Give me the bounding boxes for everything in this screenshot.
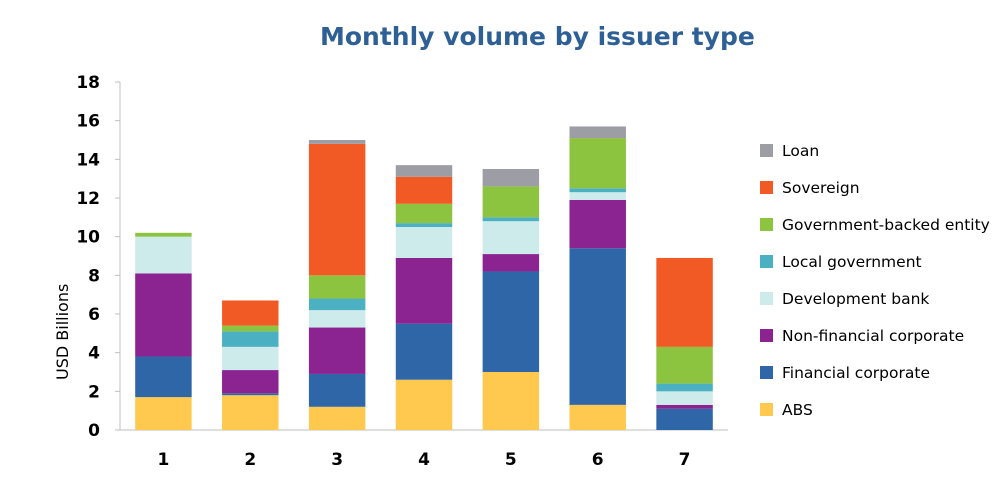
legend-swatch (760, 144, 773, 157)
bar-segment (656, 257, 713, 347)
bar-segment (222, 346, 279, 371)
y-tick-label: 2 (88, 382, 100, 402)
legend-swatch (760, 329, 773, 342)
bar-segment (308, 298, 366, 311)
legend-label: Financial corporate (782, 363, 930, 382)
bar-segment (222, 300, 279, 326)
x-axis-ticks: 1 2 3 4 5 6 7 (158, 450, 691, 470)
bar-segment (395, 176, 453, 204)
bar-segment (308, 310, 366, 328)
bar-segment (222, 325, 279, 332)
legend-item: Non-financial corporate (760, 317, 990, 354)
legend-item: Loan (760, 132, 990, 169)
y-tick-label: 6 (88, 305, 100, 325)
x-tick-label: 5 (505, 450, 517, 470)
bar-segment (569, 199, 626, 249)
y-tick-label: 8 (88, 266, 100, 286)
legend-swatch (760, 292, 773, 305)
bar-segment (308, 373, 366, 407)
legend-label: ABS (782, 400, 813, 419)
bar-segment (395, 203, 453, 224)
bar-segment (395, 257, 453, 324)
bar-segment (482, 372, 540, 430)
bar-segment (656, 383, 713, 392)
bar-segment (308, 406, 366, 430)
bar-segment (135, 236, 192, 274)
legend-label: Sovereign (782, 178, 860, 197)
bar-segment (569, 138, 626, 189)
bar-segment (135, 273, 192, 357)
y-tick-label: 4 (88, 344, 100, 364)
bar-segment (135, 397, 192, 430)
legend-swatch (760, 403, 773, 416)
y-tick-label: 18 (76, 73, 100, 93)
bar-segment (569, 188, 626, 193)
bar-segment (482, 254, 540, 272)
bar-segment (308, 327, 366, 374)
chart-title: Monthly volume by issuer type (320, 22, 755, 51)
legend-item: Financial corporate (760, 354, 990, 391)
bar-segment (656, 408, 713, 430)
bar-segment (222, 395, 279, 430)
bar-segment (569, 404, 626, 430)
bar-segment (395, 165, 453, 177)
x-tick-label: 2 (244, 450, 256, 470)
bar-segment (308, 140, 366, 144)
bar-segment (482, 271, 540, 372)
bar-segment (569, 248, 626, 405)
legend-item: Development bank (760, 280, 990, 317)
x-tick-label: 3 (331, 450, 343, 470)
bar-segment (482, 169, 540, 187)
y-tick-label: 12 (76, 189, 100, 209)
bar-segment (569, 126, 626, 139)
legend-item: ABS (760, 391, 990, 428)
legend-label: Loan (782, 141, 820, 160)
legend-item: Sovereign (760, 169, 990, 206)
bar-segment (482, 221, 540, 255)
x-tick-label: 4 (418, 450, 430, 470)
legend-label: Development bank (782, 289, 930, 308)
legend-label: Non-financial corporate (782, 326, 965, 345)
bar-segment (482, 186, 540, 218)
bar-segment (135, 232, 192, 237)
legend: Loan Sovereign Government-backed entity Loc… (760, 132, 990, 428)
x-tick-label: 6 (592, 450, 604, 470)
legend-swatch (760, 218, 773, 231)
bar-segment (308, 143, 366, 276)
bar-segment (222, 370, 279, 394)
legend-swatch (760, 181, 773, 194)
bar-segment (395, 379, 453, 430)
x-tick-label: 7 (679, 450, 691, 470)
bar-segment (569, 192, 626, 200)
legend-swatch (760, 255, 773, 268)
legend-label: Local government (782, 252, 922, 271)
legend-item: Government-backed entity (760, 206, 990, 243)
bar-segment (222, 331, 279, 347)
y-tick-label: 16 (76, 112, 100, 132)
x-tick-label: 1 (158, 450, 170, 470)
y-axis-label: USD Billions (53, 284, 72, 380)
bar-segment (222, 393, 279, 396)
legend-item: Local government (760, 243, 990, 280)
y-axis-ticks: 0 2 4 6 8 10 12 14 16 18 (76, 73, 120, 441)
y-tick-label: 14 (76, 150, 100, 170)
legend-swatch (760, 366, 773, 379)
y-tick-label: 0 (88, 421, 100, 441)
legend-label: Government-backed entity (782, 215, 990, 234)
y-tick-label: 10 (76, 228, 100, 248)
bar-segment (395, 223, 453, 227)
bar-stacks (135, 126, 713, 430)
bar-segment (308, 275, 366, 299)
bar-segment (395, 323, 453, 380)
bar-segment (395, 227, 453, 258)
bar-segment (482, 217, 540, 222)
bar-segment (656, 346, 713, 384)
bar-segment (135, 356, 192, 398)
bar-segment (656, 391, 713, 405)
bar-segment (656, 404, 713, 409)
